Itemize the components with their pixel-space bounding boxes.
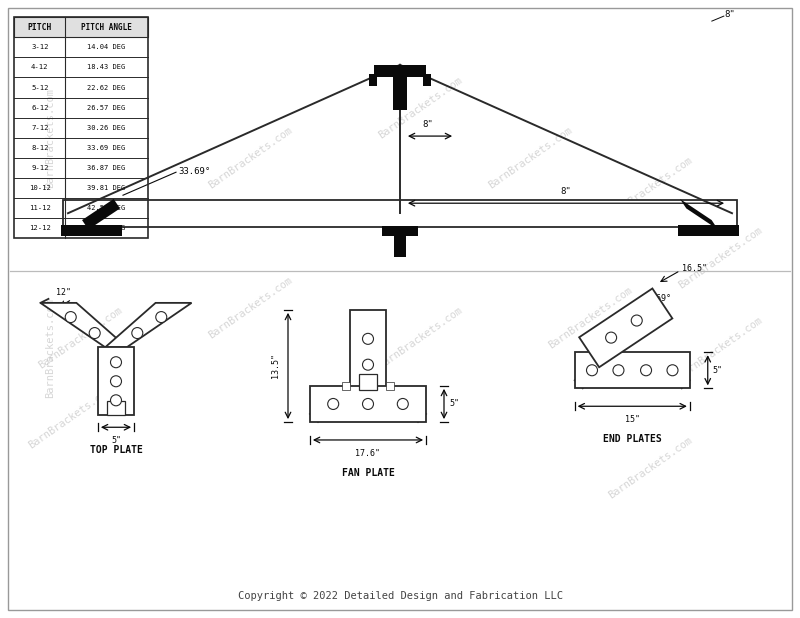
Text: BarnBrackets.com: BarnBrackets.com [606, 435, 694, 501]
Bar [370, 74, 377, 86]
Text: BarnBrackets.com: BarnBrackets.com [206, 275, 294, 341]
Text: 7-12: 7-12 [31, 125, 49, 130]
Text: 8": 8" [422, 120, 434, 129]
Polygon shape [105, 303, 191, 347]
Text: BarnBrackets.com: BarnBrackets.com [206, 125, 294, 191]
Text: 12-12: 12-12 [29, 225, 50, 231]
Circle shape [110, 357, 122, 368]
Text: 33.69°: 33.69° [178, 167, 210, 176]
Text: 17.6": 17.6" [355, 449, 381, 458]
Bar [14, 17, 148, 238]
Bar [61, 225, 122, 236]
Bar [359, 374, 377, 390]
Text: 11-12: 11-12 [29, 205, 50, 211]
Text: 15": 15" [625, 415, 640, 425]
Bar [98, 347, 134, 415]
Bar [386, 382, 394, 390]
Circle shape [328, 399, 338, 410]
Text: 8": 8" [725, 10, 735, 19]
Text: 9-12: 9-12 [31, 165, 49, 171]
Text: 5": 5" [111, 436, 121, 445]
Bar [63, 200, 737, 227]
Polygon shape [82, 199, 120, 229]
Text: BarnBrackets.com: BarnBrackets.com [676, 225, 764, 291]
Text: 14.04 DEG: 14.04 DEG [87, 44, 126, 51]
Text: 33.69 DEG: 33.69 DEG [87, 145, 126, 151]
Text: BarnBrackets.com: BarnBrackets.com [45, 88, 55, 188]
Circle shape [110, 376, 122, 387]
Text: 13.5": 13.5" [271, 353, 280, 378]
Text: 33.69°: 33.69° [642, 294, 671, 303]
Bar [342, 382, 350, 390]
Text: 30.26 DEG: 30.26 DEG [87, 125, 126, 130]
Circle shape [362, 399, 374, 410]
Polygon shape [680, 199, 718, 229]
Text: 42.51 DEG: 42.51 DEG [87, 205, 126, 211]
Text: BarnBrackets.com: BarnBrackets.com [486, 125, 574, 191]
Circle shape [132, 328, 143, 339]
Text: PITCH ANGLE: PITCH ANGLE [81, 23, 132, 32]
Circle shape [156, 311, 166, 323]
Bar [107, 401, 125, 415]
Bar [374, 65, 426, 77]
Circle shape [362, 333, 374, 344]
Bar [574, 352, 690, 388]
Text: BarnBrackets.com: BarnBrackets.com [45, 298, 55, 398]
Text: 5-12: 5-12 [31, 85, 49, 90]
Bar [350, 310, 386, 390]
Text: 10-12: 10-12 [29, 185, 50, 191]
Bar [393, 77, 407, 110]
Text: 4-12: 4-12 [31, 64, 49, 70]
Text: 26.57 DEG: 26.57 DEG [87, 104, 126, 111]
Bar [423, 74, 430, 86]
Bar [394, 235, 406, 257]
Text: 5": 5" [449, 399, 459, 408]
Text: PITCH: PITCH [27, 23, 52, 32]
Text: 3-12: 3-12 [31, 44, 49, 51]
Circle shape [398, 399, 408, 410]
Bar [310, 386, 426, 422]
Text: 12": 12" [57, 288, 71, 297]
Bar [678, 225, 739, 236]
Text: BarnBrackets.com: BarnBrackets.com [546, 286, 634, 351]
Circle shape [613, 365, 624, 376]
Circle shape [89, 328, 100, 339]
Text: END PLATES: END PLATES [603, 434, 662, 444]
Text: 5": 5" [713, 366, 722, 375]
Circle shape [586, 365, 598, 376]
Text: 8": 8" [561, 187, 571, 196]
Text: 18.43 DEG: 18.43 DEG [87, 64, 126, 70]
Text: 16.5": 16.5" [682, 264, 707, 273]
Circle shape [66, 311, 76, 323]
Text: 22.62 DEG: 22.62 DEG [87, 85, 126, 90]
Circle shape [641, 365, 651, 376]
Circle shape [606, 332, 617, 343]
Text: BarnBrackets.com: BarnBrackets.com [676, 315, 764, 381]
Text: 36.87 DEG: 36.87 DEG [87, 165, 126, 171]
Polygon shape [579, 289, 672, 367]
Circle shape [110, 395, 122, 406]
Text: BarnBrackets.com: BarnBrackets.com [606, 155, 694, 221]
Text: BarnBrackets.com: BarnBrackets.com [376, 305, 464, 371]
Text: 8-12: 8-12 [31, 145, 49, 151]
Text: TOP PLATE: TOP PLATE [90, 445, 142, 455]
Circle shape [631, 315, 642, 326]
Text: Copyright © 2022 Detailed Design and Fabrication LLC: Copyright © 2022 Detailed Design and Fab… [238, 591, 562, 601]
Text: 39.81 DEG: 39.81 DEG [87, 185, 126, 191]
Polygon shape [41, 303, 126, 347]
Circle shape [667, 365, 678, 376]
Text: BarnBrackets.com: BarnBrackets.com [376, 75, 464, 141]
Text: BarnBrackets.com: BarnBrackets.com [26, 385, 114, 451]
Bar [14, 17, 148, 37]
Text: 6-12: 6-12 [31, 104, 49, 111]
Text: FAN PLATE: FAN PLATE [342, 468, 394, 478]
Text: BarnBrackets.com: BarnBrackets.com [36, 305, 124, 371]
Text: 45.00 DEG: 45.00 DEG [87, 225, 126, 231]
Bar [382, 226, 418, 235]
Circle shape [362, 359, 374, 370]
